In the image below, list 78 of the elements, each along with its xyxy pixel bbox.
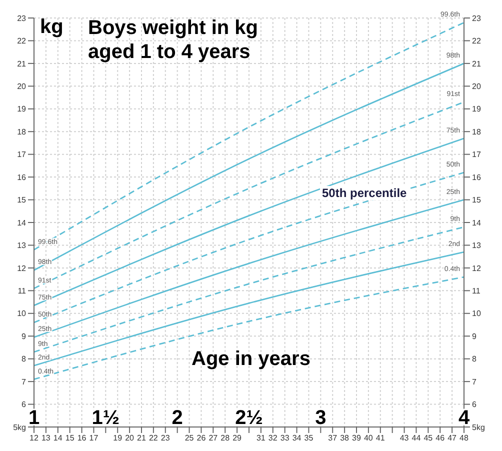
- text: Boys weight in kg aged 1 to 4 years: [88, 16, 260, 64]
- y-tick-label: 20: [17, 82, 27, 92]
- y2-tick-label: 9: [472, 332, 477, 341]
- x-tick-label: 23: [160, 434, 170, 443]
- x-tick-label: 32: [268, 434, 278, 443]
- y-tick-label: 22: [17, 36, 27, 46]
- x-tick-label: 39: [352, 434, 362, 443]
- y2-tick-label: 14: [472, 218, 482, 228]
- x-tick-label: 48: [460, 434, 469, 443]
- x-tick-label: 43: [400, 434, 410, 443]
- x-tick-label: 29: [232, 434, 242, 443]
- x-tick-label: 47: [448, 434, 458, 443]
- x-tick-label: 20: [125, 434, 135, 443]
- y-tick-label: 17: [17, 150, 27, 160]
- x-tick-label: 31: [256, 434, 266, 443]
- y-tick-label: 9: [22, 332, 27, 341]
- y2-tick-label: 22: [472, 36, 482, 46]
- y2-tick-label: 13: [472, 241, 482, 250]
- x-tick-label: 46: [436, 434, 446, 443]
- y2-tick-label: 12: [472, 264, 482, 273]
- y2-tick-label: 18: [472, 127, 482, 136]
- x-tick-label: 12: [30, 434, 39, 443]
- y2-tick-label: 20: [472, 82, 482, 92]
- x-tick-label: 37: [328, 434, 338, 443]
- y2-tick-label: 11: [472, 286, 481, 296]
- annotation: 50th percentile: [320, 186, 409, 200]
- y-axis-title: kg: [40, 16, 64, 39]
- x-tick-label: 16: [77, 434, 87, 443]
- x-tick-label: 45: [424, 434, 434, 443]
- y-tick-label: 12: [17, 264, 27, 273]
- y2-tick-label: 19: [472, 104, 482, 114]
- x-tick-label: 38: [340, 434, 350, 443]
- y-tick-label: 19: [17, 104, 27, 114]
- y-tick-label: 7: [22, 377, 27, 386]
- x2-tick-label: 3: [315, 407, 326, 429]
- x-tick-label: 34: [292, 434, 302, 443]
- y-tick-label: 16: [17, 172, 27, 182]
- y2-tick-label: 21: [472, 59, 482, 68]
- y-tick-label: 6: [22, 400, 27, 410]
- y-tick-label: 23: [17, 14, 27, 23]
- y2-tick-label: 6: [472, 400, 477, 410]
- y-tick-label: 10: [17, 309, 27, 318]
- x-tick-label: 15: [65, 434, 75, 443]
- y-tick-label: 15: [17, 196, 27, 205]
- x-tick-label: 33: [280, 434, 290, 443]
- x-tick-label: 22: [148, 434, 158, 443]
- x-tick-label: 35: [304, 434, 314, 443]
- y2-tick-label: 23: [472, 14, 482, 23]
- x-axis-title: Age in years: [192, 348, 310, 370]
- x-tick-label: 19: [113, 434, 123, 443]
- y2-tick-label: 10: [472, 309, 482, 318]
- x-tick-label: 14: [53, 434, 63, 443]
- y2-tick-label: 16: [472, 172, 482, 182]
- x-tick-label: 44: [412, 434, 422, 443]
- y-tick-label: 5kg: [13, 422, 26, 432]
- x-tick-label: 28: [220, 434, 230, 443]
- x-tick-label: 41: [376, 434, 386, 443]
- y2-tick-label: 8: [472, 354, 477, 364]
- x-tick-label: 17: [89, 434, 99, 443]
- x2-tick-label: 2½: [235, 407, 263, 429]
- x-tick-label: 21: [137, 434, 146, 443]
- y2-tick-label: 17: [472, 150, 482, 160]
- y2-tick-label: 15: [472, 196, 482, 205]
- x2-tick-label: 2: [172, 407, 183, 429]
- x-tick-label: 40: [364, 434, 374, 443]
- y-tick-label: 13: [17, 241, 27, 250]
- y2-tick-label: 7: [472, 377, 477, 386]
- x-tick-label: 27: [208, 434, 218, 443]
- x-tick-label: 26: [196, 434, 206, 443]
- y-tick-label: 21: [17, 59, 27, 68]
- x2-tick-label: 1½: [92, 407, 120, 429]
- x-tick-label: 13: [41, 434, 51, 443]
- y-tick-label: 18: [17, 127, 27, 136]
- y-tick-label: 11: [18, 286, 27, 296]
- y-tick-label: 8: [22, 354, 27, 364]
- x-tick-label: 25: [184, 434, 194, 443]
- y-tick-label: 14: [17, 218, 27, 228]
- y2-tick-label: 5kg: [472, 422, 485, 432]
